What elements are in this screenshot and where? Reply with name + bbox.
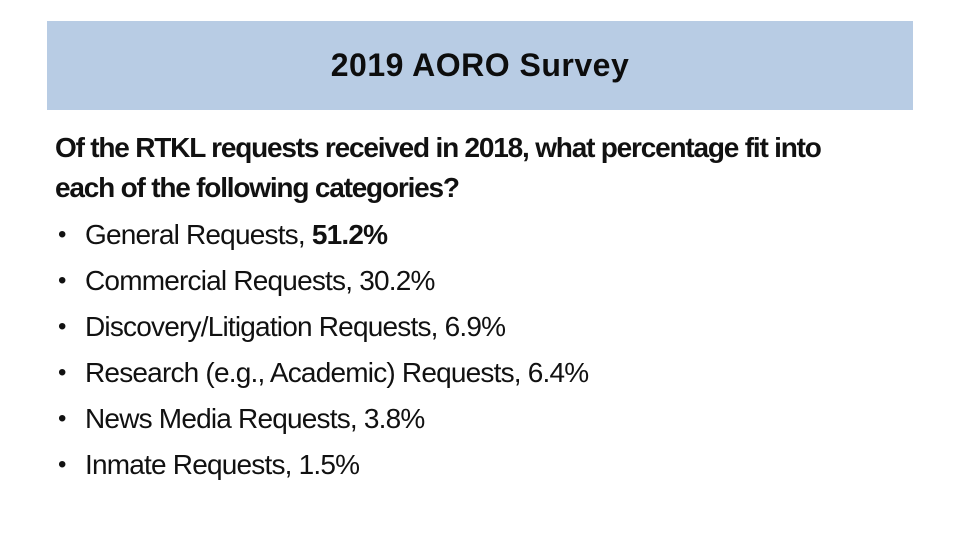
bullet-label: Research (e.g., Academic) Requests, [85, 357, 528, 388]
bullet-value: 30.2% [359, 265, 435, 296]
bullet-value: 6.4% [527, 357, 589, 388]
bullet-value: 1.5% [298, 449, 360, 480]
intro-line-1: Of the RTKL requests received in 2018, w… [55, 132, 822, 163]
bullet-icon: • [58, 405, 66, 432]
bullet-value: 51.2% [311, 219, 388, 250]
bullet-icon: • [58, 267, 66, 294]
bullet-icon: • [58, 221, 66, 248]
list-item: • General Requests, 51.2% [55, 212, 945, 258]
slide-body: Of the RTKL requests received in 2018, w… [55, 128, 945, 488]
intro-line-2: each of the following categories? [55, 172, 460, 203]
list-item: • Commercial Requests, 30.2% [55, 258, 945, 304]
slide-title: 2019 AORO Survey [330, 47, 630, 83]
bullet-value: 6.9% [444, 311, 506, 342]
bullet-icon: • [58, 451, 66, 478]
list-item: • Inmate Requests, 1.5% [55, 442, 945, 488]
bullet-icon: • [58, 359, 66, 386]
bullet-label: General Requests, [85, 219, 312, 250]
bullet-label: Inmate Requests, [85, 449, 299, 480]
list-item: • Research (e.g., Academic) Requests, 6.… [55, 350, 945, 396]
list-item: • Discovery/Litigation Requests, 6.9% [55, 304, 945, 350]
bullet-icon: • [58, 313, 66, 340]
title-banner: 2019 AORO Survey [47, 21, 913, 110]
list-item: • News Media Requests, 3.8% [55, 396, 945, 442]
bullet-label: Commercial Requests, [85, 265, 360, 296]
bullet-value: 3.8% [363, 403, 425, 434]
bullet-label: Discovery/Litigation Requests, [85, 311, 445, 342]
bullet-label: News Media Requests, [85, 403, 364, 434]
intro-paragraph: Of the RTKL requests received in 2018, w… [55, 128, 945, 208]
bullet-list: • General Requests, 51.2% • Commercial R… [55, 212, 945, 488]
